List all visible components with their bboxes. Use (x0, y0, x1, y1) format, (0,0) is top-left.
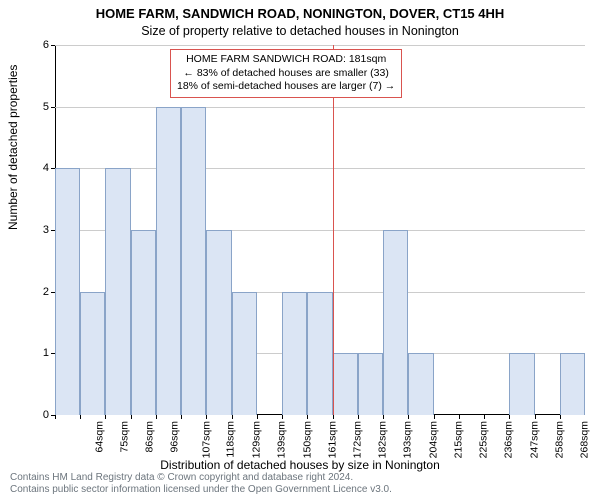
ytick-label: 0 (43, 409, 49, 421)
ytick-label: 6 (43, 39, 49, 51)
histogram-bar (105, 168, 130, 415)
histogram-bar (181, 107, 206, 415)
histogram-bar (408, 353, 433, 415)
xtick-mark (560, 415, 561, 419)
xtick-mark (484, 415, 485, 419)
histogram-bar (206, 230, 231, 415)
histogram-bar (131, 230, 156, 415)
xtick-label: 268sqm (579, 421, 591, 458)
xtick-mark (408, 415, 409, 419)
histogram-bar (383, 230, 408, 415)
plot-area: 012345664sqm75sqm86sqm96sqm107sqm118sqm1… (55, 45, 585, 415)
xtick-label: 139sqm (276, 421, 288, 458)
y-axis-label: Number of detached properties (6, 65, 20, 230)
xtick-mark (383, 415, 384, 419)
ytick-mark (51, 107, 55, 108)
xtick-mark (434, 415, 435, 419)
histogram-bar (80, 292, 105, 415)
histogram-bar (232, 292, 257, 415)
xtick-label: 172sqm (351, 421, 363, 458)
xtick-label: 64sqm (93, 421, 105, 453)
histogram-bar (560, 353, 585, 415)
xtick-label: 150sqm (301, 421, 313, 458)
xtick-mark (156, 415, 157, 419)
callout-line-2: ← 83% of detached houses are smaller (33… (177, 67, 395, 81)
histogram-bar (333, 353, 358, 415)
xtick-mark (535, 415, 536, 419)
xtick-label: 247sqm (528, 421, 540, 458)
chart-container: HOME FARM, SANDWICH ROAD, NONINGTON, DOV… (0, 0, 600, 500)
xtick-mark (131, 415, 132, 419)
xtick-mark (307, 415, 308, 419)
ytick-label: 5 (43, 101, 49, 113)
callout-line-3: 18% of semi-detached houses are larger (… (177, 80, 395, 94)
attribution-line-1: Contains HM Land Registry data © Crown c… (10, 472, 392, 484)
xtick-label: 118sqm (224, 421, 236, 458)
xtick-label: 215sqm (452, 421, 464, 458)
xtick-label: 225sqm (478, 421, 490, 458)
xtick-label: 96sqm (169, 421, 181, 453)
gridline (55, 45, 585, 46)
ytick-label: 4 (43, 162, 49, 174)
xtick-label: 129sqm (250, 421, 262, 458)
xtick-mark (105, 415, 106, 419)
histogram-bar (307, 292, 332, 415)
xtick-label: 204sqm (427, 421, 439, 458)
histogram-bar (282, 292, 307, 415)
xtick-mark (80, 415, 81, 419)
callout-line-1: HOME FARM SANDWICH ROAD: 181sqm (177, 53, 395, 67)
histogram-bar (358, 353, 383, 415)
xtick-mark (358, 415, 359, 419)
histogram-bar (156, 107, 181, 415)
histogram-bar (509, 353, 534, 415)
gridline (55, 168, 585, 169)
reference-line (333, 45, 334, 415)
xtick-label: 182sqm (377, 421, 389, 458)
xtick-mark (333, 415, 334, 419)
attribution-text: Contains HM Land Registry data © Crown c… (10, 472, 392, 496)
xtick-label: 161sqm (326, 421, 338, 458)
xtick-label: 107sqm (200, 421, 212, 458)
xtick-mark (282, 415, 283, 419)
attribution-line-2: Contains public sector information licen… (10, 484, 392, 496)
gridline (55, 107, 585, 108)
xtick-label: 86sqm (144, 421, 156, 453)
xtick-mark (55, 415, 56, 419)
chart-title: HOME FARM, SANDWICH ROAD, NONINGTON, DOV… (0, 6, 600, 21)
xtick-mark (181, 415, 182, 419)
ytick-label: 1 (43, 347, 49, 359)
ytick-label: 3 (43, 224, 49, 236)
xtick-mark (459, 415, 460, 419)
xtick-mark (232, 415, 233, 419)
histogram-bar (55, 168, 80, 415)
callout-box: HOME FARM SANDWICH ROAD: 181sqm← 83% of … (170, 49, 402, 98)
x-axis-label: Distribution of detached houses by size … (0, 458, 600, 472)
chart-subtitle: Size of property relative to detached ho… (0, 24, 600, 38)
xtick-label: 258sqm (553, 421, 565, 458)
xtick-label: 236sqm (503, 421, 515, 458)
xtick-mark (257, 415, 258, 419)
ytick-mark (51, 45, 55, 46)
xtick-mark (206, 415, 207, 419)
ytick-label: 2 (43, 286, 49, 298)
xtick-label: 193sqm (402, 421, 414, 458)
xtick-mark (509, 415, 510, 419)
xtick-label: 75sqm (118, 421, 130, 453)
